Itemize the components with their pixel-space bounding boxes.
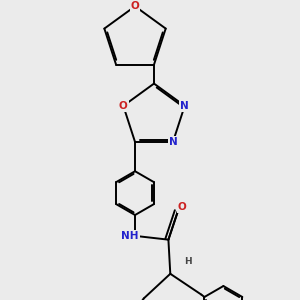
Text: N: N xyxy=(180,101,189,111)
Text: H: H xyxy=(184,257,192,266)
Text: N: N xyxy=(169,137,177,147)
Text: NH: NH xyxy=(121,231,139,241)
Text: O: O xyxy=(131,1,140,11)
Text: O: O xyxy=(178,202,186,212)
Text: O: O xyxy=(119,101,128,111)
